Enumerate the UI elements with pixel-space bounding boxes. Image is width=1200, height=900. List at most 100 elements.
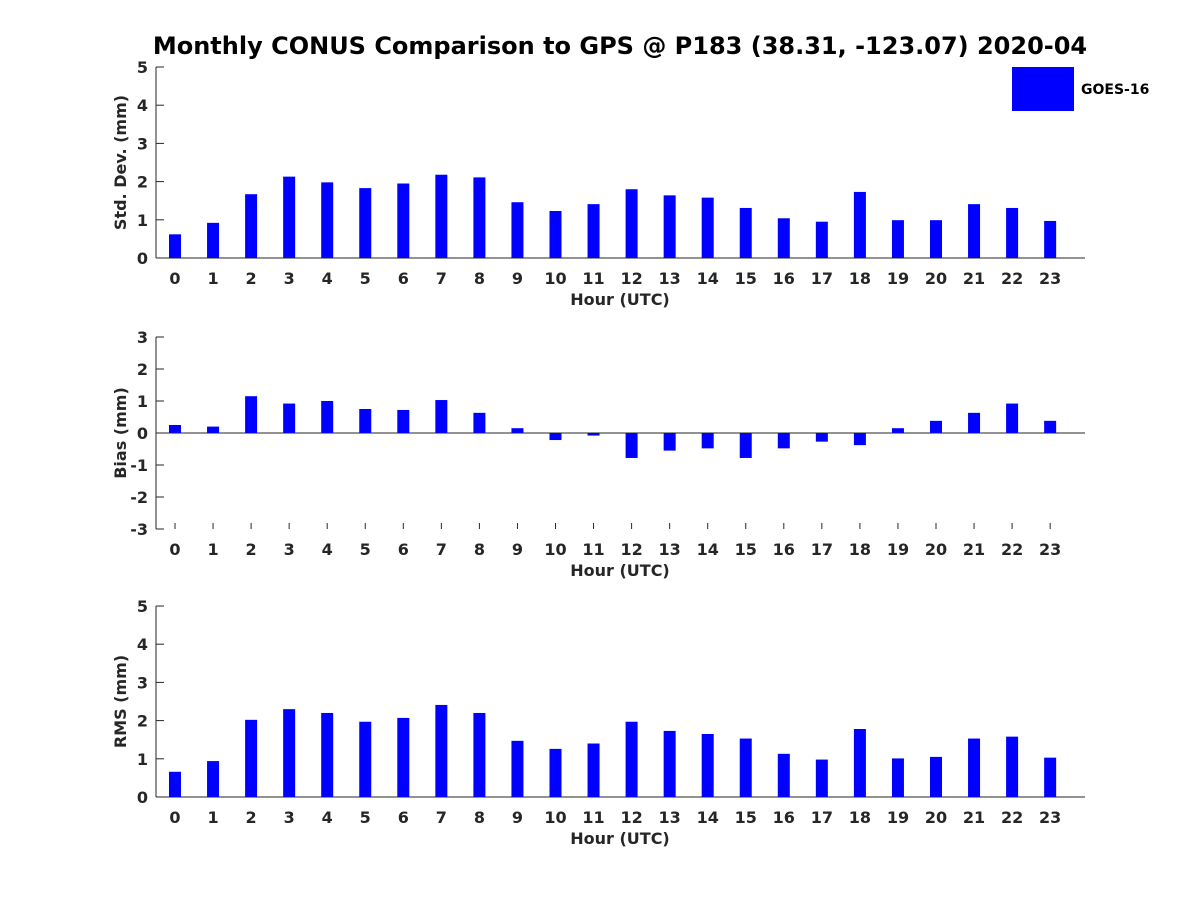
bar-hour-15: [739, 433, 752, 458]
bar-hour-19: [891, 428, 904, 433]
bar-hour-2: [245, 719, 258, 797]
x-tick-label: 1: [207, 269, 218, 288]
y-tick-label: 2: [137, 173, 148, 192]
bar-hour-0: [169, 771, 181, 797]
x-tick-label: 10: [544, 540, 566, 559]
bar-hour-12: [625, 721, 638, 797]
bar-hour-22: [1006, 403, 1019, 433]
bar-hour-23: [1044, 220, 1057, 258]
x-tick-label: 6: [398, 269, 409, 288]
y-axis-label: RMS (mm): [111, 655, 130, 748]
y-tick-label: -2: [130, 488, 148, 507]
bar-hour-3: [283, 176, 296, 258]
bar-hour-17: [815, 433, 828, 442]
bar-hour-5: [359, 188, 372, 258]
x-tick-label: 14: [697, 808, 719, 827]
bar-hour-10: [549, 748, 562, 797]
x-tick-label: 15: [735, 269, 757, 288]
bar-hour-16: [777, 433, 790, 449]
x-tick-label: 14: [697, 269, 719, 288]
bar-hour-8: [473, 412, 486, 433]
y-tick-label: 1: [137, 392, 148, 411]
bar-hour-7: [435, 400, 448, 433]
bar-hour-16: [777, 753, 790, 797]
y-tick-label: 3: [137, 673, 148, 692]
bar-hour-7: [435, 174, 448, 258]
x-tick-label: 23: [1039, 269, 1061, 288]
y-tick-label: 3: [137, 328, 148, 347]
x-tick-label: 22: [1001, 540, 1023, 559]
x-axis-label: Hour (UTC): [570, 561, 670, 580]
bar-hour-6: [397, 717, 410, 797]
bar-hour-3: [283, 709, 296, 797]
bar-hour-20: [930, 756, 942, 797]
x-tick-label: 13: [659, 808, 681, 827]
y-tick-label: 0: [137, 788, 148, 807]
bar-hour-6: [397, 409, 410, 433]
bar-hour-23: [1044, 757, 1057, 797]
x-tick-label: 16: [773, 269, 795, 288]
x-tick-label: 16: [773, 540, 795, 559]
y-tick-label: 2: [137, 712, 148, 731]
x-tick-label: 22: [1001, 269, 1023, 288]
chart-title: Monthly CONUS Comparison to GPS @ P183 (…: [153, 32, 1087, 60]
bar-hour-9: [511, 428, 524, 433]
bar-hour-11: [587, 433, 600, 436]
x-tick-label: 21: [963, 808, 985, 827]
x-tick-label: 7: [436, 808, 447, 827]
bar-hour-4: [321, 182, 334, 258]
x-tick-label: 20: [925, 269, 947, 288]
bar-hour-9: [511, 202, 524, 258]
bar-hour-0: [169, 425, 181, 433]
x-tick-label: 9: [512, 269, 523, 288]
x-tick-label: 3: [284, 808, 295, 827]
x-tick-label: 19: [887, 808, 909, 827]
bar-hour-12: [625, 433, 638, 458]
x-tick-label: 0: [169, 540, 180, 559]
x-tick-label: 7: [436, 540, 447, 559]
x-tick-label: 12: [620, 540, 642, 559]
bar-hour-21: [968, 204, 981, 258]
x-tick-label: 8: [474, 269, 485, 288]
x-axis-label: Hour (UTC): [570, 290, 670, 309]
bar-hour-21: [968, 412, 981, 433]
bar-hour-3: [283, 403, 296, 433]
x-tick-label: 11: [582, 540, 604, 559]
bar-hour-19: [891, 758, 904, 797]
bar-hour-11: [587, 743, 600, 797]
x-tick-label: 12: [620, 808, 642, 827]
x-tick-label: 17: [811, 808, 833, 827]
x-tick-label: 23: [1039, 808, 1061, 827]
bar-hour-23: [1044, 420, 1057, 433]
y-tick-label: 0: [137, 249, 148, 268]
x-tick-label: 14: [697, 540, 719, 559]
bar-hour-14: [701, 733, 714, 797]
x-tick-label: 5: [360, 269, 371, 288]
bar-hour-2: [245, 396, 258, 433]
bar-hour-5: [359, 409, 372, 433]
x-tick-label: 12: [620, 269, 642, 288]
x-tick-label: 6: [398, 540, 409, 559]
x-tick-label: 3: [284, 269, 295, 288]
y-tick-label: -1: [130, 456, 148, 475]
bar-hour-2: [245, 194, 258, 258]
x-tick-label: 4: [322, 808, 333, 827]
legend-swatch: [1012, 67, 1074, 111]
y-tick-label: 0: [137, 424, 148, 443]
bar-hour-11: [587, 204, 600, 258]
x-tick-label: 6: [398, 808, 409, 827]
x-tick-label: 3: [284, 540, 295, 559]
bar-hour-5: [359, 721, 372, 797]
bar-hour-17: [815, 221, 828, 258]
y-tick-label: 1: [137, 750, 148, 769]
x-tick-label: 4: [322, 540, 333, 559]
bar-hour-1: [207, 426, 220, 433]
y-tick-label: -3: [130, 520, 148, 539]
bar-hour-1: [207, 222, 220, 258]
x-tick-label: 20: [925, 540, 947, 559]
x-tick-label: 8: [474, 808, 485, 827]
bar-hour-4: [321, 401, 334, 433]
